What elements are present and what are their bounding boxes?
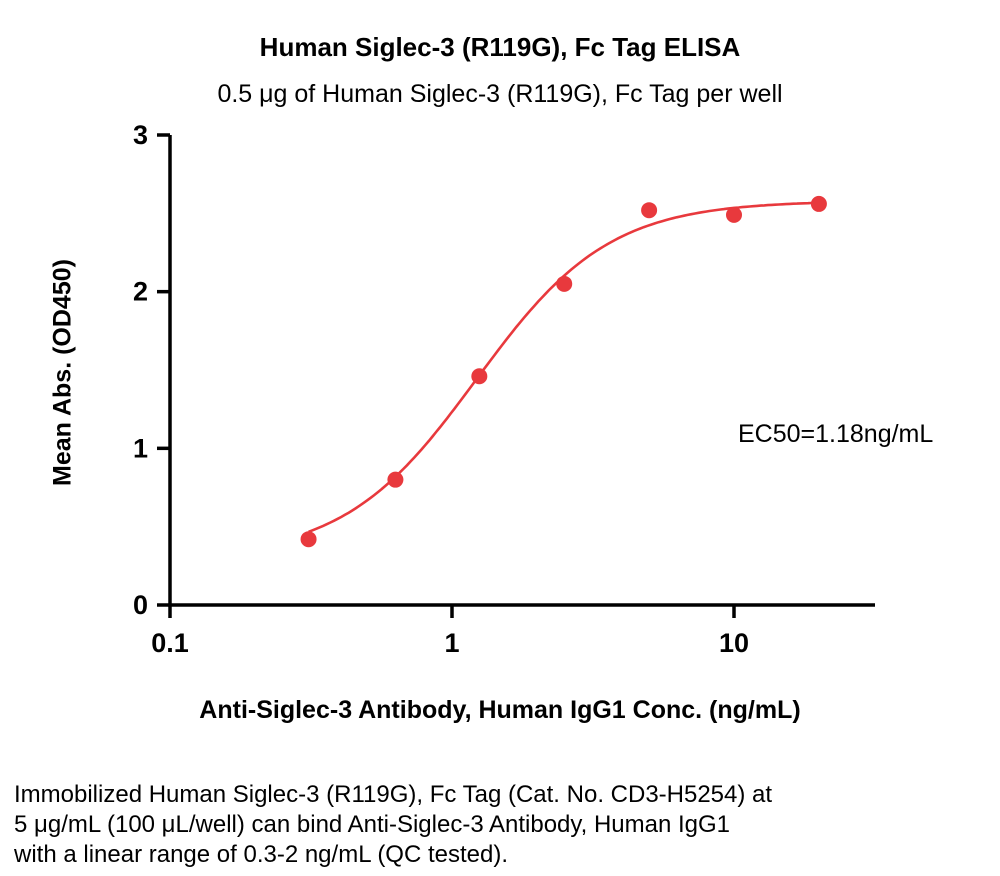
y-tick-label: 1	[133, 433, 148, 463]
caption-line-1: Immobilized Human Siglec-3 (R119G), Fc T…	[14, 781, 773, 808]
fit-curve	[308, 201, 819, 534]
chart-subtitle: 0.5 μg of Human Siglec-3 (R119G), Fc Tag…	[217, 80, 783, 108]
y-tick-label: 2	[133, 277, 148, 307]
data-point	[300, 531, 317, 548]
x-axis-label: Anti-Siglec-3 Antibody, Human IgG1 Conc.…	[199, 696, 801, 724]
data-point	[810, 195, 827, 212]
x-tick-label: 10	[719, 628, 749, 658]
figure-caption: Immobilized Human Siglec-3 (R119G), Fc T…	[14, 780, 944, 870]
data-point	[725, 206, 742, 223]
elisa-plot: 0 1 2 3 0.1 1 10	[133, 120, 875, 658]
data-point	[387, 471, 404, 488]
x-tick-label: 0.1	[151, 628, 189, 658]
x-tick-label: 1	[444, 628, 459, 658]
data-point	[471, 368, 488, 385]
caption-line-2: 5 μg/mL (100 μL/well) can bind Anti-Sigl…	[14, 811, 731, 838]
y-tick-label: 3	[133, 120, 148, 150]
chart-title: Human Siglec-3 (R119G), Fc Tag ELISA	[259, 32, 741, 62]
data-point	[641, 202, 658, 219]
y-axis-label: Mean Abs. (OD450)	[48, 259, 77, 486]
caption-line-3: with a linear range of 0.3-2 ng/mL (QC t…	[14, 841, 509, 868]
y-tick-label: 0	[133, 590, 148, 620]
ec50-annotation: EC50=1.18ng/mL	[738, 420, 934, 448]
data-point	[556, 275, 573, 292]
